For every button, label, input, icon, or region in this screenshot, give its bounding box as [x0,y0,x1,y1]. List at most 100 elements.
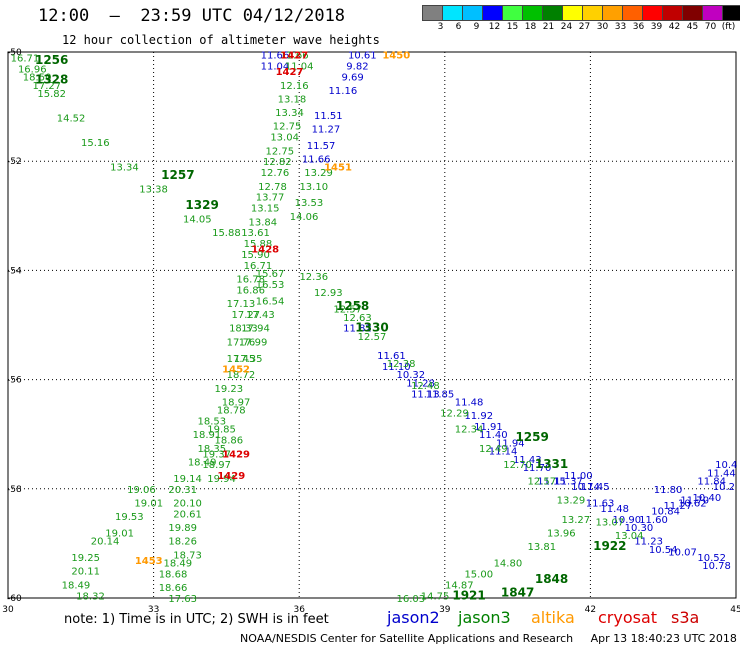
data-label-jason3: 15.00 [464,569,493,580]
color-scale-label: 18 [524,22,537,32]
data-label-jason3: 12.76 [261,168,290,179]
y-tick-label: -60 [7,594,22,604]
data-label-jason2: 11.91 [474,422,503,433]
data-label-jason3: 19.85 [207,425,236,436]
data-label-jason2: 11.48 [600,504,629,515]
data-label-jason2: 11.27 [312,124,341,135]
data-label-jason3: 14.05 [183,215,212,226]
data-label-jason2: 11.80 [654,485,683,496]
data-label-jason2: 11.94 [496,438,525,449]
y-tick-label: -52 [7,157,22,167]
data-label-jason3: 20.10 [173,498,202,509]
data-label-jason3: 13.27 [562,515,591,526]
data-label-jason3: 12.82 [263,157,292,168]
data-label-jason3: 16.71 [11,53,40,64]
data-label-jason3: 18.78 [217,406,246,417]
color-scale-label: 36 [632,22,645,32]
data-label-jason3: 16.78 [236,275,265,286]
data-label-jason3: 17.76 [227,337,256,348]
data-label-jason2: 11.13 [411,389,440,400]
data-label-jason2: 11.84 [697,477,726,488]
data-label-jason2: 11.70 [523,463,552,474]
data-label-jason3: 15.90 [241,250,270,261]
color-scale-label: 21 [542,22,555,32]
data-label-jason2: 11.60 [639,515,668,526]
data-label-jason3: 15.67 [256,269,285,280]
data-label-time_labels: 1921 [452,588,485,602]
data-label-jason3: 19.53 [115,512,144,523]
chart-subtitle: 12 hour collection of altimeter wave hei… [62,33,380,47]
data-label-jason3: 18.72 [227,370,256,381]
data-label-jason3: 19.89 [168,523,197,534]
legend-jason3: jason3 [458,608,511,627]
data-label-jason3: 13.38 [139,185,168,196]
data-label-jason2: 11.57 [307,141,336,152]
data-label-jason3: 16.86 [236,286,265,297]
data-label-time_labels: 1257 [161,168,194,182]
data-label-jason3: 19.01 [134,498,163,509]
data-label-jason2: 10.07 [668,548,697,559]
data-label-altika: 1452 [222,365,250,376]
data-label-jason3: 18.50 [23,73,52,84]
data-label-jason3: 12.48 [411,381,440,392]
data-label-time_labels: 1256 [35,53,68,67]
legend-altika: altika [531,608,575,627]
data-label-jason3: 11.66 [280,51,309,62]
x-tick-label: 39 [439,605,451,615]
data-label-jason3: 12.29 [440,408,469,419]
data-label-jason3: 15.88 [212,228,241,239]
data-label-jason2: 10.62 [678,498,707,509]
data-label-jason3: 13.29 [557,496,586,507]
data-label-jason3: 12.34 [455,425,484,436]
color-scale-label: 33 [614,22,627,32]
data-label-jason3: 11.04 [285,62,314,73]
data-label-jason3: 17.63 [168,594,197,605]
data-label-altika: 1450 [382,51,410,62]
data-label-jason3: 19.23 [215,384,244,395]
data-label-jason3: 12.75 [265,146,294,157]
data-label-jason3: 13.96 [547,528,576,539]
data-label-jason3: 15.16 [81,138,110,149]
data-label-jason3: 12.63 [343,313,372,324]
data-label-jason3: 15.82 [37,89,66,100]
data-label-jason3: 13.34 [110,163,139,174]
data-label-cryosat: 1429 [217,471,245,482]
chart-title: 12:00 – 23:59 UTC 04/12/2018 [38,6,346,26]
data-label-jason3: 17.27 [231,310,260,321]
color-scale [422,5,740,21]
color-scale-label: 70 [704,22,717,32]
data-label-jason3: 12.93 [314,288,343,299]
color-scale-label: 45 [686,22,699,32]
data-label-jason3: 14.06 [290,212,319,223]
data-label-jason2: 11.28 [406,378,435,389]
legend-s3a: s3a [671,608,700,627]
data-label-jason2: 11.51 [314,111,343,122]
x-tick-label: 42 [585,605,596,615]
data-label-jason3: 12.57 [358,332,387,343]
data-label-jason3: 17.94 [241,324,270,335]
data-label-jason2: 11.27 [663,501,692,512]
data-label-jason3: 20.14 [91,537,120,548]
data-label-jason3: 17.13 [227,299,256,310]
data-label-jason2: 11.23 [634,537,663,548]
credit-line: NOAA/NESDIS Center for Satellite Applica… [240,632,737,645]
data-label-time_labels: 1329 [185,198,218,212]
data-label-jason2: 11.10 [382,362,411,373]
y-tick-label: -54 [7,266,22,276]
data-label-jason3: 14.80 [494,559,523,570]
data-label-altika: 1451 [324,163,352,174]
data-label-jason3: 12.36 [299,272,328,283]
data-label-time_labels: 1258 [336,299,369,313]
data-label-jason3: 13.84 [248,217,277,228]
data-label-jason3: 20.11 [71,567,100,578]
x-tick-label: 36 [293,605,305,615]
data-label-jason2: 10.74 [571,482,600,493]
data-label-time_labels: 1922 [593,539,626,553]
data-label-jason3: 12.75 [273,122,302,133]
color-scale-label: 6 [455,22,462,32]
data-label-jason3: 13.04 [270,133,299,144]
data-label-jason2: 11.40 [479,430,508,441]
data-label-jason2: 11.70 [680,496,709,507]
legend-cryosat: cryosat [598,608,658,627]
y-tick-label: -56 [7,376,22,386]
